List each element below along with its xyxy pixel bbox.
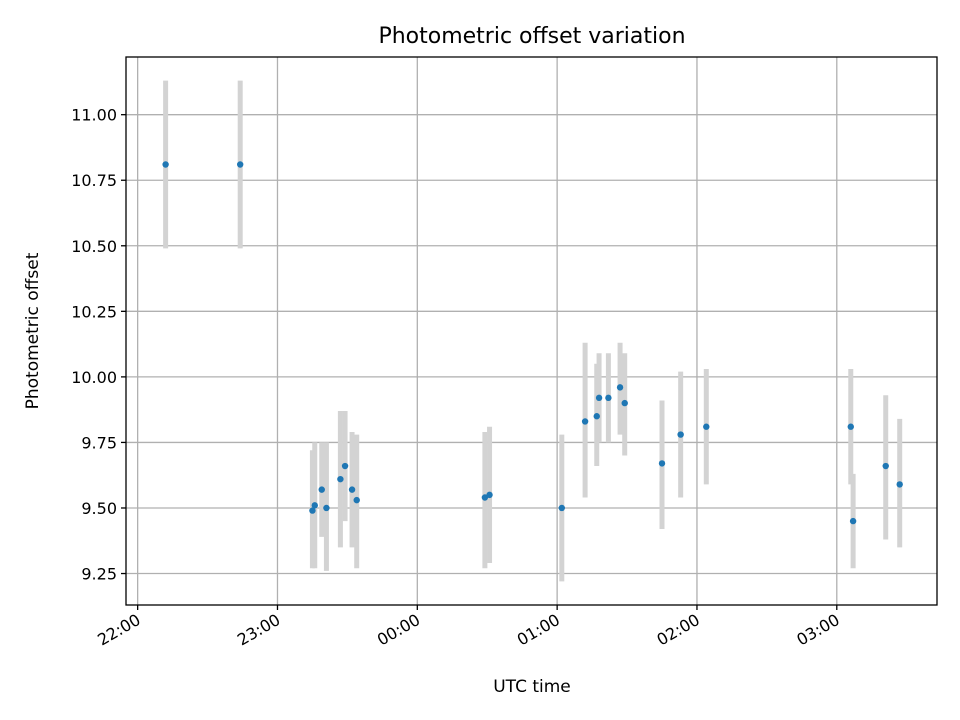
- data-point: [318, 486, 325, 493]
- data-point: [882, 462, 889, 470]
- plot-frame: [125, 56, 938, 606]
- x-tick-label: 23:00: [234, 610, 283, 650]
- x-axis-ticks: 22:00 23:00 00:00 01:00 02:00 03:00: [94, 605, 843, 650]
- data-point: [341, 462, 349, 470]
- x-tick-label: 02:00: [654, 610, 703, 650]
- grid-layer: [126, 57, 937, 605]
- data-point: [595, 394, 603, 402]
- y-tick-label: 9.50: [81, 499, 117, 518]
- data-point: [481, 494, 489, 501]
- data-point: [581, 418, 589, 425]
- point-layer: [162, 161, 903, 525]
- data-point: [486, 491, 493, 499]
- y-tick-label: 11.00: [71, 106, 117, 125]
- data-point: [593, 413, 600, 420]
- y-tick-label: 10.50: [71, 237, 117, 256]
- data-point: [353, 496, 360, 504]
- data-point: [309, 507, 316, 514]
- data-point: [658, 460, 666, 467]
- y-tick-label: 10.25: [71, 302, 117, 321]
- y-tick-label: 9.25: [81, 565, 117, 584]
- y-tick-label: 9.75: [81, 433, 117, 452]
- data-point: [847, 423, 854, 430]
- y-tick-label: 10.00: [71, 368, 117, 387]
- data-point: [311, 502, 318, 509]
- data-point: [236, 161, 244, 168]
- data-point: [621, 399, 628, 407]
- data-point: [558, 504, 565, 512]
- data-point: [677, 431, 684, 438]
- data-point: [616, 384, 624, 391]
- data-point: [703, 423, 710, 430]
- x-tick-label: 03:00: [793, 610, 842, 650]
- data-point: [337, 475, 344, 483]
- data-point: [849, 517, 857, 525]
- data-point: [348, 486, 356, 493]
- y-axis-ticks: 9.25 9.50 9.75 10.00 10.25 10.50 10.75 11.00: [71, 106, 126, 584]
- x-tick-label: 00:00: [374, 610, 423, 650]
- x-tick-label: 22:00: [94, 610, 143, 650]
- x-axis-label: UTC time: [493, 677, 571, 697]
- errorbar-layer: [163, 80, 903, 582]
- data-point: [605, 394, 612, 402]
- data-point: [323, 504, 330, 512]
- chart-title: Photometric offset variation: [378, 24, 685, 49]
- data-point: [162, 161, 169, 168]
- data-point: [896, 481, 903, 488]
- x-tick-label: 01:00: [514, 610, 563, 650]
- y-tick-label: 10.75: [71, 171, 117, 190]
- y-axis-label: Photometric offset: [23, 252, 43, 409]
